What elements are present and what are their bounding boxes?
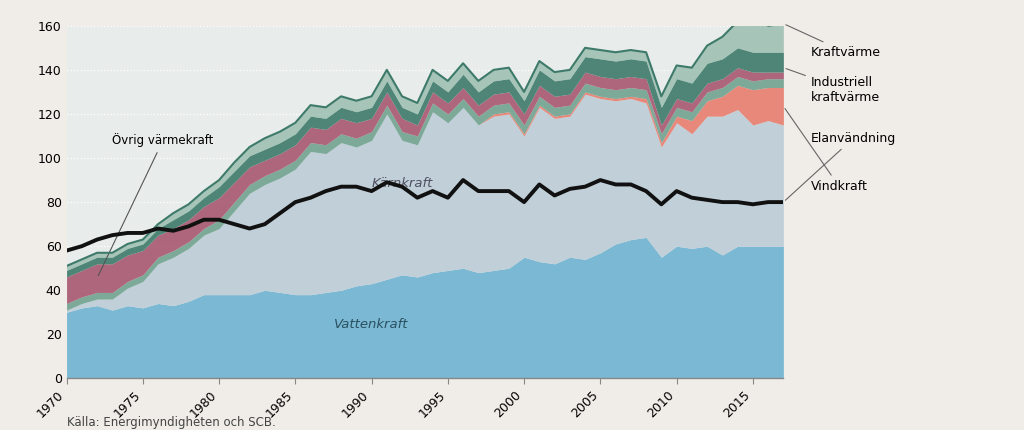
Text: Kraftvärme: Kraftvärme <box>785 25 881 59</box>
Text: Övrig värmekraft: Övrig värmekraft <box>98 133 214 276</box>
Text: Vattenkraft: Vattenkraft <box>334 318 409 331</box>
Text: Industriell
kraftvärme: Industriell kraftvärme <box>786 69 880 104</box>
Text: Kärnkraft: Kärnkraft <box>372 177 433 190</box>
Text: Vindkraft: Vindkraft <box>785 108 867 193</box>
Text: Elanvändning: Elanvändning <box>785 132 896 200</box>
Text: Källa: Energimyndigheten och SCB.: Källa: Energimyndigheten och SCB. <box>67 416 275 429</box>
